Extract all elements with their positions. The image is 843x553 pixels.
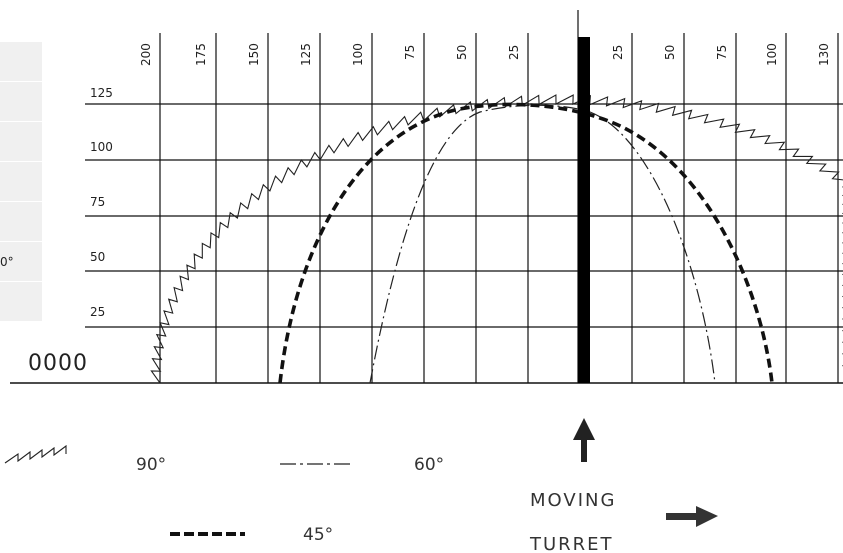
distance-label: 25 [611, 45, 625, 60]
panel-row: 0° [0, 242, 42, 282]
height-label: 75 [90, 195, 105, 209]
turret-bar [578, 37, 590, 383]
distance-label: 125 [299, 43, 313, 66]
distance-label: 175 [194, 43, 208, 66]
legend-45-label: 45° [303, 525, 333, 545]
distance-label: 200 [139, 43, 153, 66]
distance-label: 100 [765, 43, 779, 66]
height-label: 25 [90, 305, 105, 319]
distance-label: 130 [817, 43, 831, 66]
distance-label: 75 [403, 45, 417, 60]
panel-row [0, 122, 42, 162]
trajectory-45-curve [278, 102, 774, 384]
counter-readout: 0000 [28, 351, 88, 376]
panel-row [0, 202, 42, 242]
height-label: 100 [90, 140, 113, 154]
distance-label: 75 [715, 45, 729, 60]
height-label: 125 [90, 86, 113, 100]
distance-label: 50 [663, 45, 677, 60]
right-arrow-icon [666, 506, 718, 527]
panel-row [0, 282, 42, 322]
horizontal-grid [10, 103, 843, 384]
legend-90-label: 90° [136, 455, 166, 475]
panel-row [0, 162, 42, 202]
trajectory-90-curve [150, 94, 843, 384]
side-panel: 0° [0, 42, 42, 326]
legend: 90° 60° 45° [4, 444, 444, 545]
trajectory-60-curve [369, 104, 716, 384]
legend-60-label: 60° [414, 455, 444, 475]
distance-label: 150 [247, 43, 261, 66]
panel-row [0, 82, 42, 122]
up-arrow-icon [573, 418, 595, 462]
caption-line-1: MOVING [530, 490, 616, 511]
distance-label: 50 [455, 45, 469, 60]
distance-label: 100 [351, 43, 365, 66]
legend-90-swatch [4, 444, 67, 464]
distance-label: 25 [507, 45, 521, 60]
height-labels: 125 100 75 50 25 [90, 86, 113, 319]
panel-row [0, 42, 42, 82]
top-distance-labels: 200 175 150 125 100 75 50 25 25 50 75 10… [139, 43, 831, 66]
height-label: 50 [90, 250, 105, 264]
caption-line-2: TURRET [529, 534, 614, 553]
